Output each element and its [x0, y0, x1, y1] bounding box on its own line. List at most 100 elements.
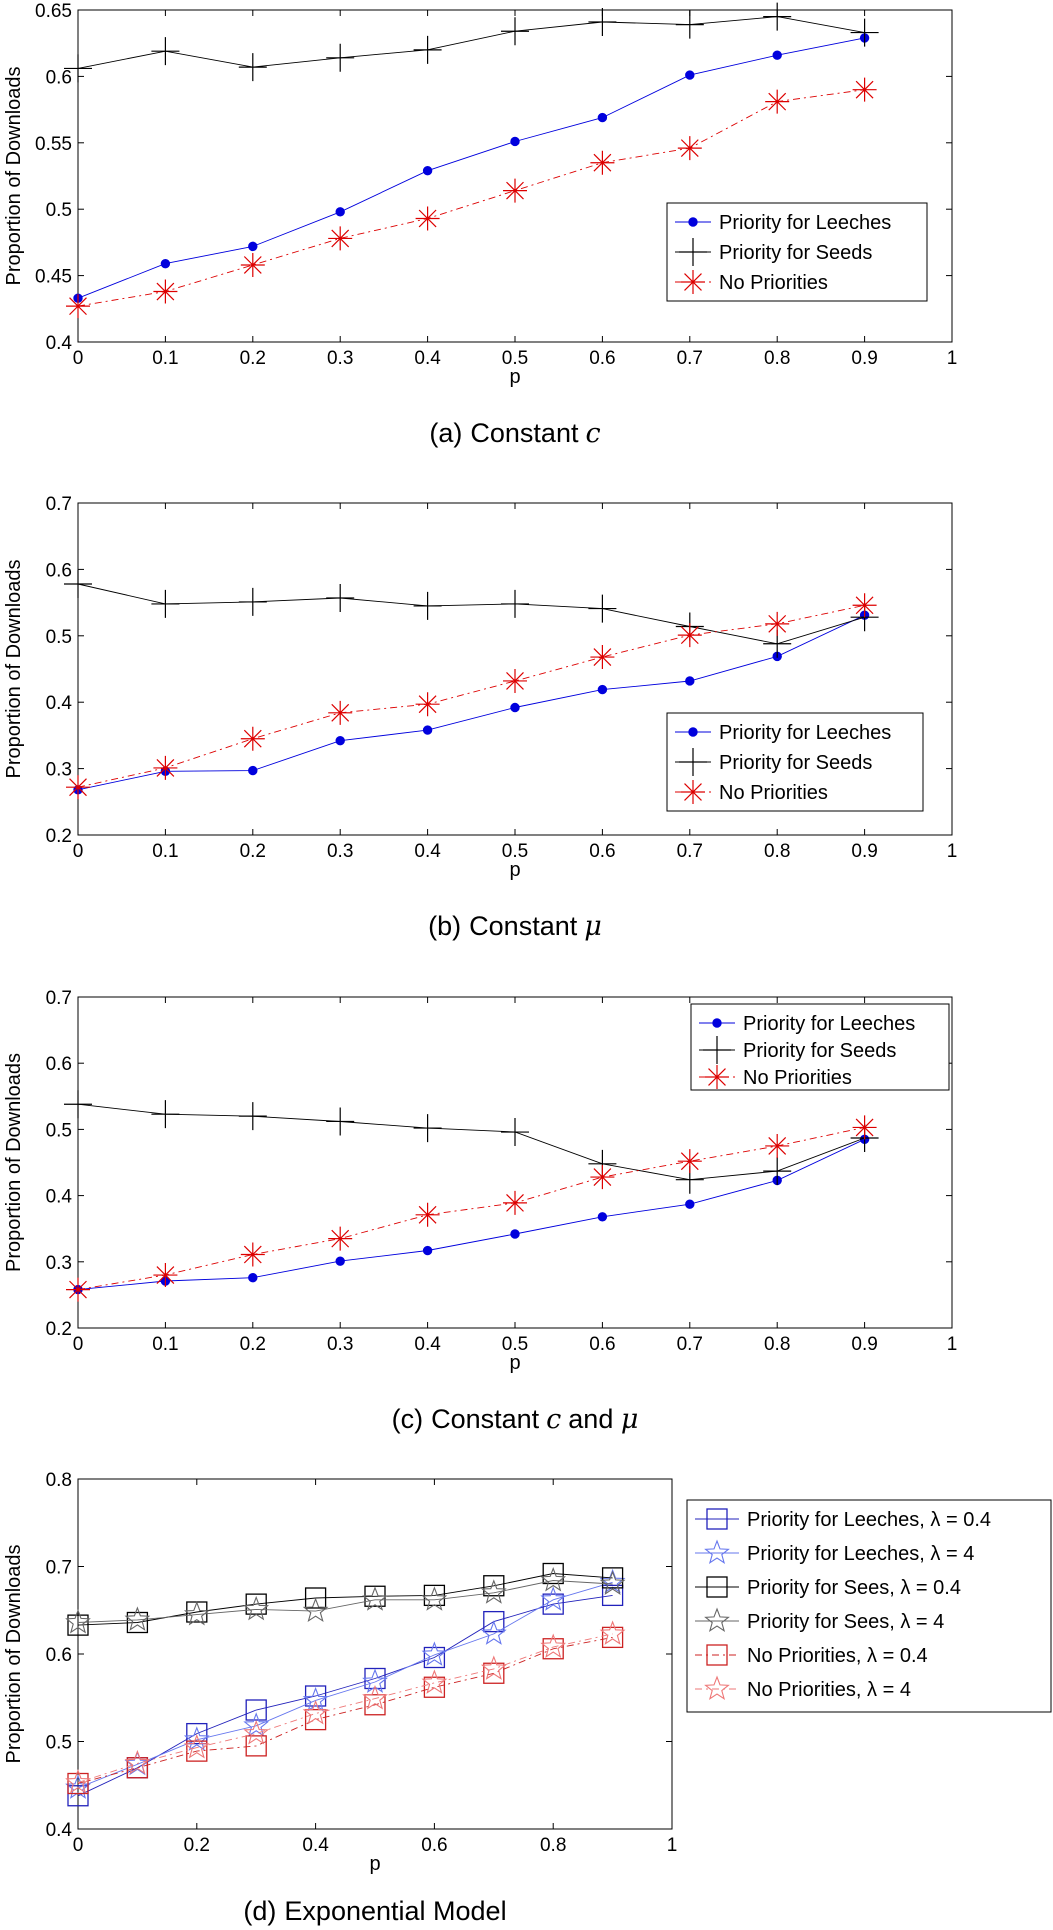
plot-area [77, 1478, 673, 1830]
legend-label: Priority for Seeds [719, 242, 872, 264]
legend-label: Priority for Seeds [719, 752, 872, 774]
data-point [675, 10, 704, 39]
legend-label: Priority for Sees, λ = 0.4 [747, 1577, 961, 1599]
legend-marker [704, 1607, 730, 1632]
data-point [126, 1611, 149, 1634]
legend-item: Priority for Leeches [699, 1013, 915, 1035]
data-point [124, 1749, 151, 1775]
caption-text: Constant [470, 418, 579, 448]
legend-marker [712, 1018, 722, 1028]
data-point [677, 623, 702, 648]
series-2 [64, 2, 879, 83]
y-tick-label: 0.7 [46, 494, 72, 515]
data-point [422, 725, 433, 735]
data-point [248, 241, 258, 252]
series-line [77, 1580, 613, 1623]
data-point [540, 1586, 567, 1611]
y-tick-label: 0.2 [46, 1319, 72, 1340]
y-tick-label: 0.4 [46, 1820, 73, 1841]
data-point [540, 1633, 567, 1658]
x-tick-label: 0.9 [851, 348, 877, 369]
data-point [66, 294, 90, 319]
x-tick-label: 0 [73, 348, 84, 369]
data-point [763, 1157, 792, 1186]
legend: Priority for Leeches Priority for Seeds No… [666, 202, 928, 302]
data-point [480, 1655, 507, 1680]
data-point [503, 1190, 527, 1215]
data-point [597, 112, 608, 123]
legend-label: Priority for Seeds [743, 1040, 896, 1062]
data-point [685, 70, 695, 80]
data-point [186, 1740, 208, 1762]
x-tick-label: 0.3 [327, 348, 353, 369]
data-point [64, 54, 92, 83]
data-point [362, 1685, 388, 1710]
legend-marker [704, 1675, 730, 1700]
data-point [590, 645, 615, 670]
legend-marker [681, 780, 705, 804]
data-point [850, 18, 879, 47]
data-point [65, 1769, 91, 1794]
x-tick-label: 0.7 [677, 1334, 703, 1355]
data-point [243, 1720, 270, 1745]
legend-item: Priority for Sees, λ = 4 [695, 1607, 944, 1633]
data-point [328, 226, 353, 251]
y-tick-label: 0.3 [46, 1253, 72, 1274]
legend-marker [706, 1644, 728, 1666]
data-point [160, 258, 171, 269]
x-tick-label: 1 [947, 1334, 958, 1355]
data-point [326, 43, 355, 72]
data-point [153, 1263, 178, 1288]
data-point [422, 1245, 433, 1256]
series-3 [66, 1115, 877, 1302]
data-point [542, 1638, 564, 1660]
data-point [413, 35, 442, 64]
x-axis-label: p [509, 859, 520, 881]
series-line [77, 1138, 865, 1291]
data-point [328, 1226, 353, 1251]
legend-marker [688, 727, 698, 737]
x-tick-label: 0.4 [302, 1835, 329, 1856]
x-tick-label: 0.2 [240, 348, 266, 369]
y-tick-label: 0.8 [46, 1470, 72, 1491]
data-point [601, 1626, 624, 1649]
y-tick-label: 0.6 [46, 560, 72, 581]
x-tick-label: 0.1 [152, 1334, 178, 1355]
legend-item: Priority for Seeds [675, 238, 872, 266]
x-tick-label: 0.6 [421, 1835, 447, 1856]
legend: Priority for Leeches Priority for Seeds No… [666, 712, 924, 812]
x-tick-label: 1 [667, 1835, 678, 1856]
y-axis-label: Proportion of Downloads [3, 559, 25, 778]
data-point [335, 736, 345, 746]
data-point [480, 1579, 507, 1604]
series-1 [73, 1134, 870, 1295]
x-tick-label: 0.2 [184, 1835, 210, 1856]
x-tick-label: 0.4 [414, 841, 441, 862]
y-tick-label: 0.7 [46, 988, 72, 1009]
chart-panel: 0 0.1 0.2 0.3 0.4 0.5 0.6 0.7 0.8 0.9 1 0.2 0.3 0.4 0.… [3, 988, 957, 1435]
x-tick-label: 0.1 [152, 348, 178, 369]
data-point [302, 1686, 329, 1712]
figure-caption: (d) Exponential Model [243, 1896, 506, 1926]
series-line [77, 1633, 613, 1784]
data-point [415, 206, 440, 231]
data-point [765, 611, 790, 636]
legend-marker [681, 270, 705, 294]
x-axis-label: p [509, 366, 520, 388]
x-tick-label: 0.9 [851, 841, 877, 862]
data-point [421, 1669, 448, 1694]
series-line [77, 583, 865, 645]
series-2 [65, 1568, 626, 1799]
chart-panel: 0 0.1 0.2 0.3 0.4 0.5 0.6 0.7 0.8 0.9 1 0.2 0.3 0.4 0.… [3, 494, 957, 942]
y-axis-label: Proportion of Downloads [3, 66, 25, 285]
data-point [67, 1614, 89, 1636]
figure-caption: (b) Constant μ [428, 911, 602, 942]
series-line [77, 1636, 613, 1784]
legend: Priority for Leeches Priority for Seeds No… [690, 1003, 950, 1091]
data-point [542, 1593, 564, 1615]
data-point [413, 1114, 442, 1143]
data-point [483, 1610, 505, 1633]
data-point [510, 1229, 520, 1239]
data-point [186, 1722, 208, 1745]
